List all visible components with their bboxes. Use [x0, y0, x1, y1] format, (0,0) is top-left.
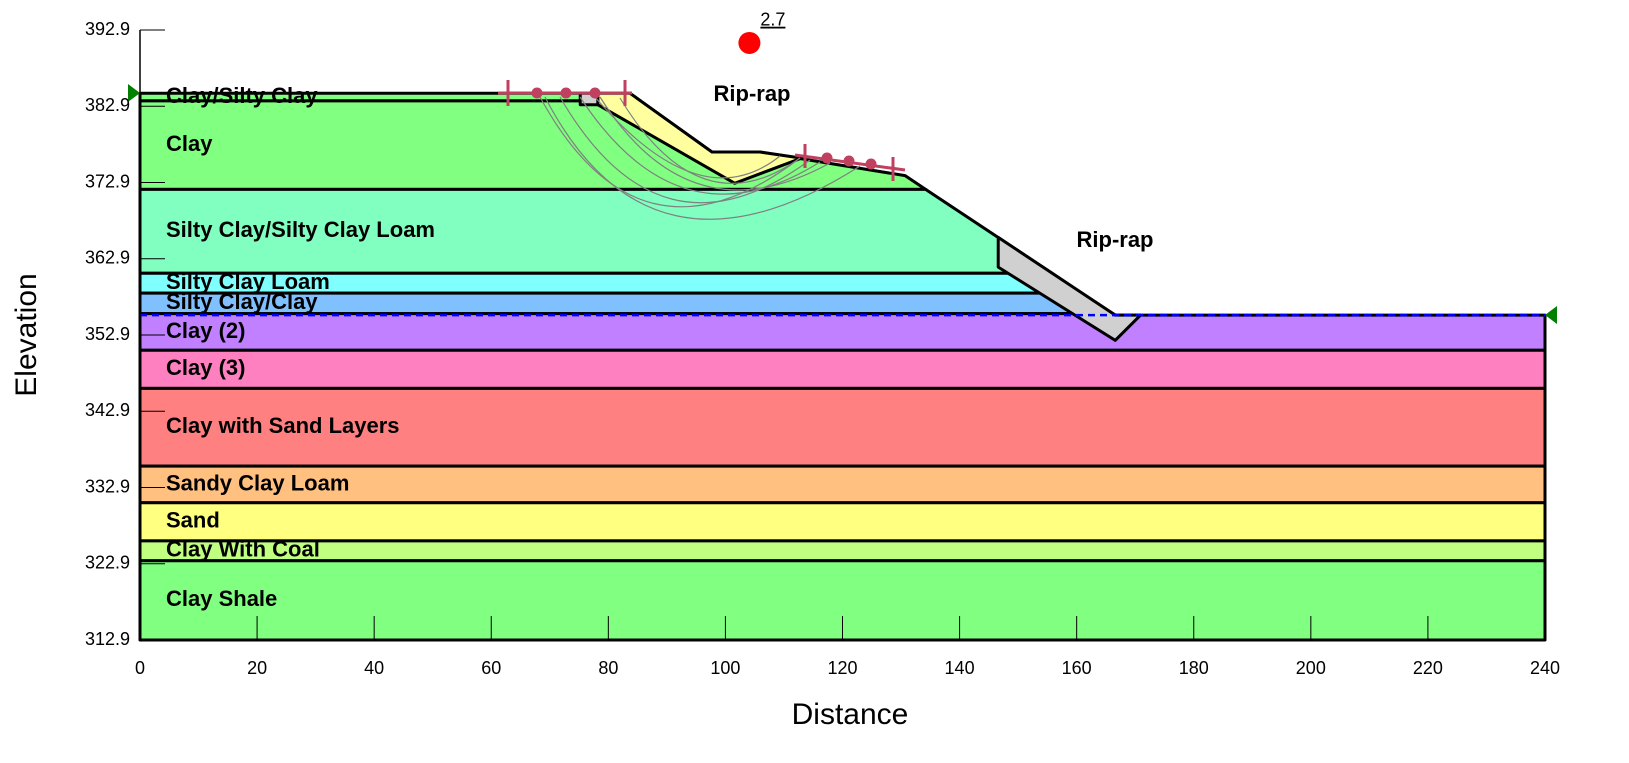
- x-tick-label: 180: [1179, 658, 1209, 678]
- y-tick-label: 392.9: [85, 19, 130, 39]
- regions: [140, 93, 1545, 640]
- x-tick-label: 40: [364, 658, 384, 678]
- soil-region: [140, 466, 1545, 503]
- y-tick-label: 352.9: [85, 324, 130, 344]
- annotation: Rip-rap: [714, 81, 791, 106]
- x-tick-label: 140: [945, 658, 975, 678]
- region-label: Clay With Coal: [166, 537, 320, 562]
- x-tick-label: 220: [1413, 658, 1443, 678]
- search-point: [591, 89, 599, 97]
- search-point: [533, 89, 541, 97]
- region-label: Clay with Sand Layers: [166, 413, 400, 438]
- x-tick-label: 0: [135, 658, 145, 678]
- region-label: Sand: [166, 508, 220, 533]
- search-point: [845, 157, 853, 165]
- y-tick-label: 342.9: [85, 400, 130, 420]
- search-point: [867, 160, 875, 168]
- x-tick-label: 80: [598, 658, 618, 678]
- y-tick-label: 362.9: [85, 248, 130, 268]
- x-tick-label: 120: [827, 658, 857, 678]
- region-label: Silty Clay/Silty Clay Loam: [166, 217, 435, 242]
- region-label: Sandy Clay Loam: [166, 470, 349, 495]
- x-tick-label: 240: [1530, 658, 1560, 678]
- region-label: Clay (3): [166, 355, 245, 380]
- x-tick-label: 20: [247, 658, 267, 678]
- x-tick-label: 200: [1296, 658, 1326, 678]
- region-label: Silty Clay/Clay: [166, 289, 318, 314]
- soil-region: [140, 541, 1545, 561]
- factor-of-safety: 2.7: [760, 10, 785, 30]
- region-label: Clay/Silty Clay: [166, 83, 318, 108]
- chart: Clay/Silty Clay Clay Silty Clay/Silty Clay…: [0, 0, 1629, 763]
- boundary-marker: [1545, 306, 1557, 324]
- y-tick-label: 382.9: [85, 95, 130, 115]
- x-tick-label: 100: [710, 658, 740, 678]
- search-point: [823, 154, 831, 162]
- x-tick-label: 60: [481, 658, 501, 678]
- soil-region: [140, 503, 1545, 541]
- soil-region: [140, 350, 1545, 388]
- annotation: Rip-rap: [1077, 227, 1154, 252]
- critical-center: [738, 32, 760, 54]
- y-tick-label: 312.9: [85, 629, 130, 649]
- soil-region: [140, 314, 1545, 351]
- x-tick-label: 160: [1062, 658, 1092, 678]
- y-tick-label: 322.9: [85, 553, 130, 573]
- region-label: Clay: [166, 131, 213, 156]
- soil-region: [140, 101, 926, 189]
- search-point: [562, 89, 570, 97]
- region-label: Clay (2): [166, 318, 245, 343]
- region-label: Clay Shale: [166, 586, 277, 611]
- y-tick-label: 372.9: [85, 171, 130, 191]
- x-axis-title: Distance: [792, 698, 909, 731]
- y-axis-title: Elevation: [10, 273, 43, 396]
- y-tick-label: 332.9: [85, 476, 130, 496]
